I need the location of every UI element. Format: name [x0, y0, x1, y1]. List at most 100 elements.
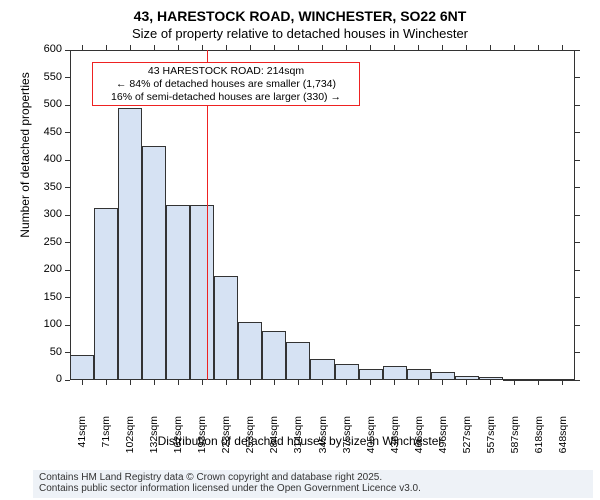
y-tick-label: 500 [22, 98, 62, 110]
histogram-bar [286, 342, 310, 381]
y-tick-right [575, 50, 580, 51]
y-tick-label: 600 [22, 43, 62, 55]
y-tick [65, 352, 70, 353]
y-tick-label: 50 [22, 346, 62, 358]
y-tick-label: 350 [22, 181, 62, 193]
x-tick-top [394, 45, 395, 50]
x-tick-label: 587sqm [509, 416, 521, 466]
x-tick [274, 380, 275, 385]
x-tick-label: 618sqm [533, 416, 545, 466]
x-tick [394, 380, 395, 385]
histogram-bar [383, 366, 407, 380]
x-tick [466, 380, 467, 385]
y-tick-right [575, 77, 580, 78]
histogram-bar [262, 331, 286, 381]
y-tick [65, 105, 70, 106]
y-tick-label: 400 [22, 153, 62, 165]
x-tick [298, 380, 299, 385]
x-tick [154, 380, 155, 385]
histogram-bar [335, 364, 359, 381]
y-tick-label: 150 [22, 291, 62, 303]
y-tick [65, 297, 70, 298]
plot-area: 05010015020025030035040045050055060041sq… [70, 50, 575, 380]
x-tick-label: 375sqm [341, 416, 353, 466]
x-tick-top [418, 45, 419, 50]
y-tick-right [575, 132, 580, 133]
x-tick [322, 380, 323, 385]
x-tick [562, 380, 563, 385]
x-tick-label: 496sqm [437, 416, 449, 466]
y-tick [65, 50, 70, 51]
y-tick [65, 187, 70, 188]
y-tick-right [575, 215, 580, 216]
x-tick-label: 405sqm [365, 416, 377, 466]
x-tick-label: 527sqm [461, 416, 473, 466]
x-tick [226, 380, 227, 385]
histogram-bar [142, 146, 166, 380]
y-tick-right [575, 242, 580, 243]
histogram-bar [190, 205, 214, 380]
x-tick [346, 380, 347, 385]
x-tick-label: 345sqm [317, 416, 329, 466]
x-tick-top [514, 45, 515, 50]
x-tick-top [346, 45, 347, 50]
x-tick-label: 466sqm [413, 416, 425, 466]
histogram-bar [118, 108, 142, 380]
annotation-line: ← 84% of detached houses are smaller (1,… [97, 78, 355, 91]
y-tick [65, 160, 70, 161]
x-tick [82, 380, 83, 385]
x-tick [370, 380, 371, 385]
y-tick [65, 77, 70, 78]
y-tick-right [575, 325, 580, 326]
x-tick-top [202, 45, 203, 50]
x-tick [250, 380, 251, 385]
x-tick-top [154, 45, 155, 50]
histogram-bar [407, 369, 431, 380]
x-tick-label: 314sqm [292, 416, 304, 466]
x-tick [490, 380, 491, 385]
y-tick-right [575, 105, 580, 106]
x-tick-top [82, 45, 83, 50]
x-tick [538, 380, 539, 385]
x-tick-label: 284sqm [268, 416, 280, 466]
top-axis-line [70, 50, 575, 51]
chart-title-main: 43, HARESTOCK ROAD, WINCHESTER, SO22 6NT [0, 8, 600, 24]
histogram-bar [238, 322, 262, 380]
x-tick-label: 71sqm [100, 416, 112, 466]
x-tick-label: 193sqm [196, 416, 208, 466]
x-tick [130, 380, 131, 385]
x-tick-top [226, 45, 227, 50]
annotation-box: 43 HARESTOCK ROAD: 214sqm← 84% of detach… [92, 62, 360, 106]
x-tick-label: 223sqm [220, 416, 232, 466]
y-tick-right [575, 297, 580, 298]
y-tick-label: 550 [22, 71, 62, 83]
credits-box: Contains HM Land Registry data © Crown c… [33, 470, 593, 498]
y-tick [65, 270, 70, 271]
x-tick-top [322, 45, 323, 50]
x-tick-top [298, 45, 299, 50]
y-tick-label: 200 [22, 263, 62, 275]
x-tick-top [106, 45, 107, 50]
x-tick-label: 436sqm [389, 416, 401, 466]
histogram-bar [359, 369, 383, 380]
x-tick [514, 380, 515, 385]
annotation-line: 43 HARESTOCK ROAD: 214sqm [97, 65, 355, 78]
y-tick-right [575, 187, 580, 188]
y-tick-right [575, 270, 580, 271]
x-tick-label: 41sqm [76, 416, 88, 466]
x-tick-top [466, 45, 467, 50]
y-tick-right [575, 160, 580, 161]
y-tick-label: 250 [22, 236, 62, 248]
x-tick [442, 380, 443, 385]
y-tick [65, 325, 70, 326]
y-tick-right [575, 352, 580, 353]
y-tick-label: 300 [22, 208, 62, 220]
x-tick-label: 253sqm [244, 416, 256, 466]
credits-line-1: Contains HM Land Registry data © Crown c… [39, 472, 587, 483]
x-tick [106, 380, 107, 385]
annotation-line: 16% of semi-detached houses are larger (… [97, 91, 355, 104]
x-tick [178, 380, 179, 385]
left-axis-line [70, 50, 71, 380]
x-tick-top [490, 45, 491, 50]
x-tick-label: 102sqm [124, 416, 136, 466]
